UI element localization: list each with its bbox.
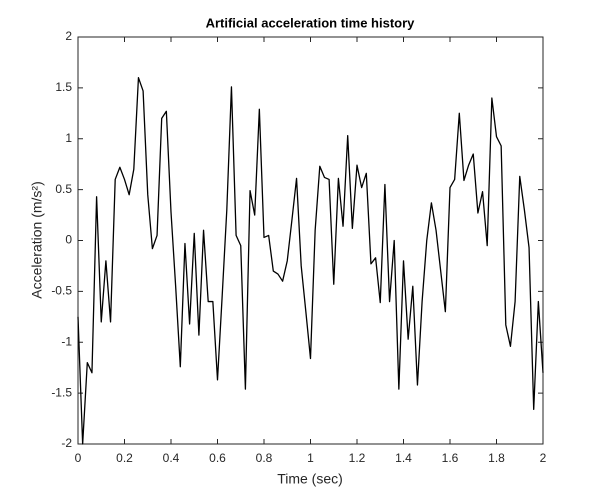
x-tick-label: 0.6: [209, 451, 226, 465]
y-tick-label: 1.5: [55, 80, 72, 94]
x-tick-label: 0: [75, 451, 82, 465]
y-axis-label: Acceleration (m/s²): [29, 181, 45, 298]
chart-title: Artificial acceleration time history: [206, 15, 416, 30]
y-tick-label: -0.5: [51, 284, 72, 298]
x-tick-label: 0.8: [256, 451, 273, 465]
data-line: [77, 77, 544, 445]
x-tick-label: 1.4: [395, 451, 412, 465]
x-tick-label: 1.6: [442, 451, 459, 465]
x-tick-label: 1.8: [488, 451, 505, 465]
y-tick-label: -1: [61, 334, 72, 348]
y-tick-label: -2: [61, 436, 72, 450]
plot-area: [77, 36, 544, 445]
y-tick-label: 0: [65, 233, 72, 247]
y-tick-label: 2: [65, 29, 72, 43]
x-tick-label: 1: [307, 451, 314, 465]
y-tick-label: 1: [65, 131, 72, 145]
x-axis-label: Time (sec): [277, 471, 343, 487]
x-tick-label: 0.4: [163, 451, 180, 465]
x-tick-label: 1.2: [349, 451, 366, 465]
x-tick-label: 0.2: [116, 451, 133, 465]
y-tick-label: -1.5: [51, 385, 72, 399]
x-tick-label: 2: [540, 451, 547, 465]
y-tick-label: 0.5: [55, 182, 72, 196]
